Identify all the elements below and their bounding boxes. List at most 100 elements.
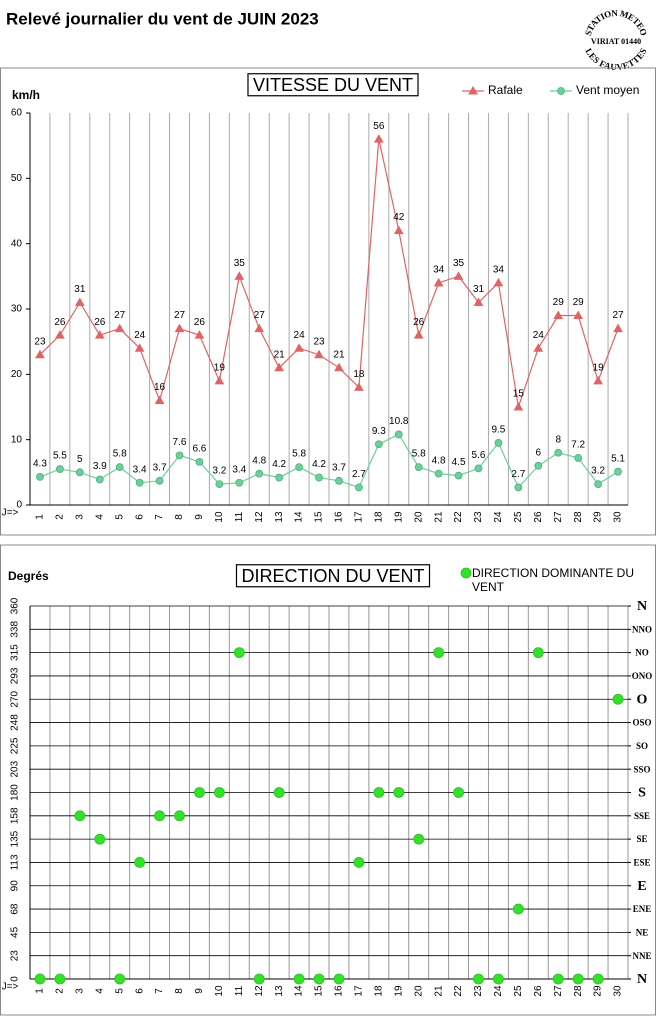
data-label: 26 xyxy=(54,317,66,328)
data-point xyxy=(413,833,425,845)
data-point xyxy=(553,310,564,320)
data-label: 29 xyxy=(573,297,585,308)
y2-tick-label: NNO xyxy=(632,624,652,634)
data-point xyxy=(532,647,544,659)
y-tick-label: 293 xyxy=(10,667,21,684)
x-axis-label: J=> xyxy=(2,508,19,519)
x-tick-label: 19 xyxy=(393,985,404,997)
data-point xyxy=(275,473,284,482)
x-tick-label: 8 xyxy=(174,514,185,520)
data-label: 5.6 xyxy=(472,450,486,461)
data-point xyxy=(393,787,405,798)
data-label: 5 xyxy=(77,454,83,465)
data-label: 4.5 xyxy=(452,457,466,468)
legend-marker xyxy=(460,567,472,579)
data-label: 5.8 xyxy=(292,449,306,460)
title-box xyxy=(235,564,431,588)
data-point xyxy=(214,375,225,385)
data-label: 3.4 xyxy=(232,464,246,475)
y2-tick-label: SSE xyxy=(634,811,650,821)
data-point xyxy=(55,330,65,339)
data-label: 19 xyxy=(593,363,605,374)
data-label: 5.1 xyxy=(611,453,625,464)
data-label: 3.2 xyxy=(591,466,605,477)
legend-label: DIRECTION DOMINANTE DU VENT xyxy=(472,566,634,594)
data-point xyxy=(274,362,285,372)
y2-tick-label: SO xyxy=(636,741,648,751)
x-tick-label: 16 xyxy=(334,511,345,523)
data-label: 24 xyxy=(134,330,146,341)
data-label: 8 xyxy=(555,434,561,445)
y-tick-label: 60 xyxy=(11,108,23,119)
x-axis-label: J=> xyxy=(2,982,19,993)
x-tick-label: 13 xyxy=(274,985,285,997)
data-point xyxy=(394,430,403,439)
y-tick-label: 113 xyxy=(10,854,21,870)
data-point xyxy=(295,463,304,472)
data-label: 27 xyxy=(114,310,126,321)
data-label: 5.8 xyxy=(412,449,426,460)
y2-tick-label: S xyxy=(638,786,646,801)
stamp-middle: VIRIAT 01440 xyxy=(591,37,641,46)
data-point xyxy=(34,973,46,985)
data-point xyxy=(134,343,145,352)
chart-title: DIRECTION DU VENT xyxy=(241,566,424,586)
x-tick-label: 3 xyxy=(74,988,85,994)
data-point xyxy=(453,271,464,280)
x-tick-label: 10 xyxy=(214,985,225,997)
x-tick-label: 25 xyxy=(513,511,524,523)
stamp-top: STATION METEO xyxy=(583,8,649,37)
y2-tick-label: NNE xyxy=(632,951,651,961)
x-tick-label: 4 xyxy=(94,988,105,994)
y-tick-label: 338 xyxy=(10,621,21,638)
y2-tick-label: E xyxy=(637,879,646,894)
data-label: 10.8 xyxy=(389,416,409,427)
data-point xyxy=(114,323,125,333)
chart-frame xyxy=(0,67,656,536)
x-tick-label: 18 xyxy=(373,985,384,997)
data-point xyxy=(334,362,344,372)
data-point xyxy=(353,857,365,868)
data-point xyxy=(594,480,602,488)
data-point xyxy=(234,271,245,280)
legend-marker xyxy=(468,85,478,95)
data-point xyxy=(315,473,323,482)
legend-label: Rafale xyxy=(488,83,523,97)
y-tick-label: 180 xyxy=(10,784,21,801)
y-tick-label: 248 xyxy=(10,714,21,731)
data-point xyxy=(373,787,385,798)
x-tick-label: 10 xyxy=(214,511,225,523)
page-title: Relevé journalier du vent de JUIN 2023 xyxy=(6,9,319,28)
data-point xyxy=(612,693,624,705)
data-label: 5.8 xyxy=(113,449,127,460)
x-tick-label: 1 xyxy=(35,514,46,520)
data-point xyxy=(514,483,523,492)
data-point xyxy=(512,903,524,915)
y2-tick-label: ESE xyxy=(633,858,650,868)
x-tick-label: 6 xyxy=(134,514,145,520)
data-point xyxy=(235,478,244,487)
data-point xyxy=(194,787,205,798)
data-label: 35 xyxy=(453,258,465,269)
data-point xyxy=(114,973,126,985)
data-label: 6.6 xyxy=(192,444,206,455)
y2-tick-label: O xyxy=(637,692,648,707)
data-point xyxy=(333,973,345,985)
y-tick-label: 203 xyxy=(10,760,21,777)
x-tick-label: 26 xyxy=(533,511,544,523)
y2-tick-label: ONO xyxy=(632,671,653,681)
data-point xyxy=(494,439,503,447)
data-point xyxy=(194,330,205,339)
x-tick-label: 22 xyxy=(453,511,464,523)
data-label: 42 xyxy=(393,212,405,223)
data-label: 4.3 xyxy=(33,459,47,470)
data-label: 23 xyxy=(34,336,46,347)
x-tick-label: 27 xyxy=(553,985,564,997)
data-point xyxy=(613,323,623,333)
data-point xyxy=(253,973,265,985)
y-tick-label: 135 xyxy=(10,830,21,847)
data-point xyxy=(154,395,165,404)
data-point xyxy=(134,857,146,868)
data-point xyxy=(473,297,484,306)
data-label: 34 xyxy=(433,265,445,276)
